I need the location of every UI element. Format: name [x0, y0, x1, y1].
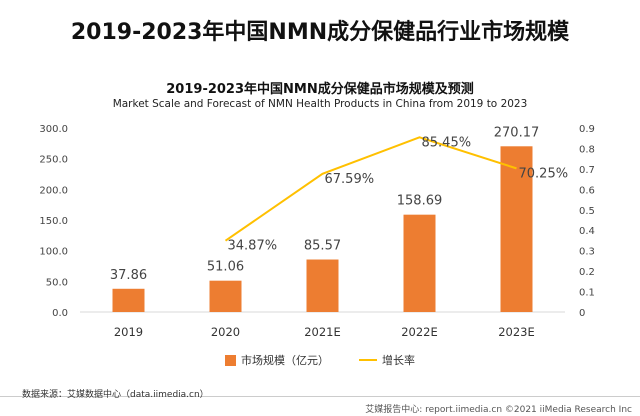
legend-swatch-line [359, 359, 377, 361]
bar-value-label: 37.86 [110, 268, 147, 283]
page-title: 2019-2023年中国NMN成分保健品行业市场规模 [70, 20, 570, 45]
footer-divider [0, 396, 640, 397]
chart-subtitle: Market Scale and Forecast of NMN Health … [112, 98, 528, 110]
footer: 数据来源：艾媒数据中心（data.iimedia.cn） 艾媒报告中心: rep… [0, 390, 640, 416]
bar [306, 259, 339, 312]
y-right-tick-label: 0.3 [579, 247, 595, 258]
y-left-tick-label: 250.0 [39, 155, 68, 166]
legend-swatch-bar [225, 354, 236, 366]
y-right-tick-label: 0.1 [579, 288, 595, 299]
x-tick-label: 2019 [114, 325, 143, 339]
y-right-tick-label: 0 [579, 308, 585, 319]
x-tick-label: 2023E [498, 325, 535, 339]
y-left-tick-label: 150.0 [39, 216, 68, 227]
chart-legend: 市场规模（亿元） 增长率 [0, 352, 640, 368]
y-right-tick-label: 0.9 [579, 124, 595, 135]
bar-value-label: 85.57 [304, 239, 341, 254]
line-value-label: 34.87% [228, 239, 278, 254]
y-left-tick-label: 300.0 [39, 124, 68, 135]
footer-brand: 艾媒报告中心: report.iimedia.cn ©2021 iiMedia … [365, 405, 632, 415]
bar [209, 280, 242, 312]
x-tick-label: 2020 [211, 325, 240, 339]
legend-label-growth-rate: 增长率 [382, 354, 415, 367]
y-left-tick-label: 50.0 [46, 277, 68, 288]
y-right-tick-label: 0.7 [579, 165, 595, 176]
y-left-tick-label: 100.0 [39, 247, 68, 258]
x-tick-label: 2021E [304, 325, 341, 339]
legend-label-market-size: 市场规模（亿元） [241, 354, 329, 367]
legend-item-market-size: 市场规模（亿元） [225, 352, 329, 368]
line-value-label: 70.25% [519, 166, 569, 181]
line-value-label: 67.59% [325, 172, 375, 187]
footer-source: 数据来源：艾媒数据中心（data.iimedia.cn） [22, 390, 209, 400]
x-tick-label: 2022E [401, 325, 438, 339]
line-value-label: 85.45% [422, 135, 472, 150]
y-right-tick-label: 0.4 [579, 226, 595, 237]
bar [403, 214, 436, 312]
y-right-tick-label: 0.5 [579, 206, 595, 217]
growth-rate-line [224, 136, 517, 242]
y-left-tick-label: 0.0 [52, 308, 68, 319]
bar-value-label: 270.17 [494, 125, 540, 140]
legend-item-growth-rate: 增长率 [359, 352, 415, 368]
bar [112, 288, 145, 312]
y-right-tick-label: 0.6 [579, 185, 595, 196]
y-right-tick-label: 0.8 [579, 144, 595, 155]
y-left-tick-label: 200.0 [39, 185, 68, 196]
combo-chart: 0.0 50.0 100.0 150.0 200.0 250.0 300.0 0 0.1 0.2 0… [39, 124, 595, 339]
bar [500, 146, 533, 312]
bar-value-label: 158.69 [397, 194, 443, 209]
chart-title: 2019-2023年中国NMN成分保健品市场规模及预测 [166, 82, 474, 97]
y-right-tick-label: 0.2 [579, 267, 595, 278]
bar-value-label: 51.06 [207, 260, 244, 275]
